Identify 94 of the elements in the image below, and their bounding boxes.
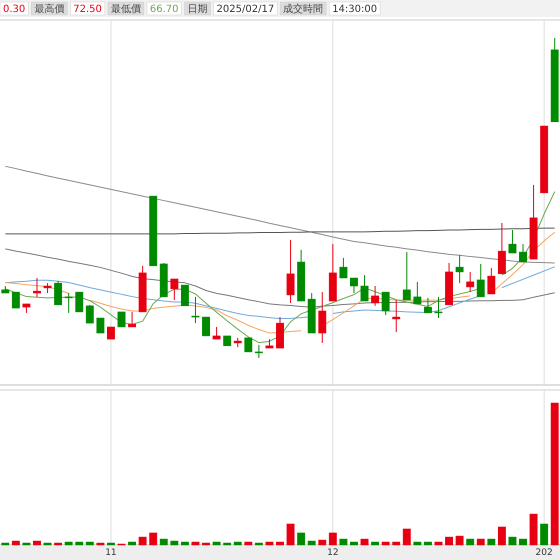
candlestick xyxy=(456,254,464,284)
bar xyxy=(530,514,538,546)
bar xyxy=(234,542,242,546)
candlestick xyxy=(371,286,380,306)
bar xyxy=(138,536,147,546)
candlestick xyxy=(223,335,232,346)
candlestick xyxy=(487,268,496,294)
bar xyxy=(360,538,368,546)
bar xyxy=(308,540,316,546)
candlestick xyxy=(180,284,189,306)
bar xyxy=(424,542,432,546)
candlestick xyxy=(54,280,62,306)
bar xyxy=(434,542,442,546)
candlestick xyxy=(392,300,400,333)
bar xyxy=(540,524,548,546)
bar xyxy=(86,542,94,546)
bar xyxy=(466,538,474,546)
candlestick xyxy=(234,337,242,348)
text: 成交時間 xyxy=(283,3,324,15)
bar xyxy=(170,540,178,546)
candlestick xyxy=(466,271,474,293)
candlestick xyxy=(413,281,422,304)
candlestick xyxy=(75,292,84,312)
text: 最高價 xyxy=(34,3,64,15)
candlestick xyxy=(519,244,527,262)
candlestick xyxy=(318,292,326,344)
bar xyxy=(445,536,454,546)
text: 最低價 xyxy=(110,4,141,15)
bar xyxy=(297,532,306,546)
candlestick xyxy=(118,311,126,328)
bar xyxy=(456,536,464,546)
bar xyxy=(12,540,20,546)
candlestick xyxy=(128,311,136,328)
bar xyxy=(498,526,506,546)
bar xyxy=(180,542,189,546)
bar xyxy=(160,538,168,546)
x-tick-label: 12 xyxy=(327,548,339,558)
candlestick xyxy=(350,278,358,294)
bar xyxy=(392,542,400,546)
bar xyxy=(328,532,337,546)
bar xyxy=(371,542,380,546)
bar xyxy=(265,542,274,546)
bar xyxy=(149,532,158,546)
candlestick xyxy=(508,230,516,254)
bar xyxy=(64,542,73,546)
candlestick xyxy=(286,239,295,304)
bar xyxy=(339,538,348,546)
candlestick xyxy=(202,316,210,336)
candlestick xyxy=(86,304,94,324)
candlestick xyxy=(339,257,348,278)
bar xyxy=(350,542,358,546)
x-tick-label: 202 xyxy=(536,548,553,558)
candlestick xyxy=(33,278,41,298)
bar xyxy=(128,542,136,546)
candlestick xyxy=(476,263,485,298)
bar xyxy=(276,542,284,546)
bar xyxy=(402,528,411,546)
bar xyxy=(508,536,516,546)
candlestick xyxy=(360,274,368,302)
candlestick xyxy=(382,292,390,316)
candlestick xyxy=(254,344,263,358)
text: 14:30:00 xyxy=(332,4,378,15)
candlestick xyxy=(170,278,178,301)
text: 2025/02/17 xyxy=(216,4,274,15)
candlestick xyxy=(434,296,442,318)
bar xyxy=(75,542,84,546)
bar xyxy=(519,538,527,546)
bar xyxy=(192,542,200,546)
bar xyxy=(33,540,41,546)
bar xyxy=(550,402,559,546)
candlestick xyxy=(64,292,73,314)
candlestick xyxy=(212,326,221,340)
bar xyxy=(413,542,422,546)
bar xyxy=(476,538,485,546)
bar xyxy=(382,542,390,546)
text: 66.70 xyxy=(150,4,179,15)
candlestick xyxy=(44,282,52,294)
candlestick xyxy=(424,297,432,314)
candlestick xyxy=(192,296,200,324)
text: 72.50 xyxy=(73,4,102,15)
x-tick-label: 11 xyxy=(105,548,117,558)
bar xyxy=(286,524,295,546)
candlestick xyxy=(498,222,506,274)
candlestick xyxy=(402,252,411,301)
text: 日期 xyxy=(188,3,208,15)
candlestick xyxy=(106,326,115,340)
candlestick xyxy=(96,318,104,334)
text: 0.30 xyxy=(3,4,26,15)
candlestick xyxy=(12,292,20,309)
bar xyxy=(244,542,252,546)
bar xyxy=(487,538,496,546)
bar xyxy=(318,540,326,546)
bar xyxy=(212,542,221,546)
candlestick xyxy=(244,337,252,352)
